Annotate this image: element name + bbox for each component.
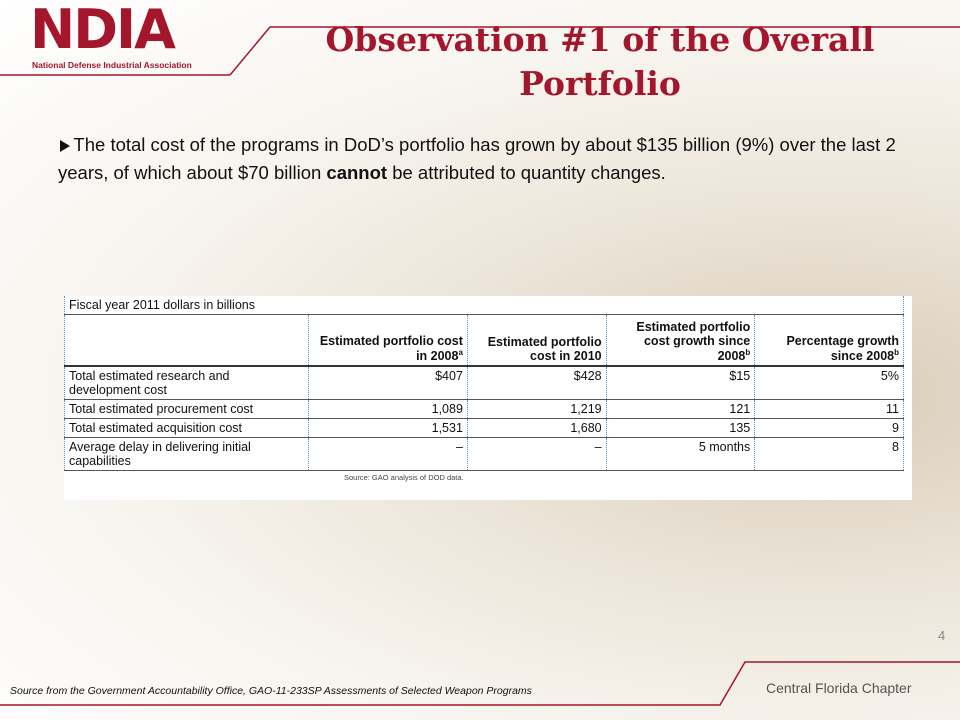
- header-cell: Estimated portfolio cost in 2008a: [308, 314, 468, 367]
- logo-name: National Defense Industrial Association: [32, 60, 192, 70]
- cell: 135: [605, 418, 756, 438]
- cell: 9: [754, 418, 904, 438]
- header-text: Estimated portfolio cost in 2010: [487, 335, 602, 363]
- cell: 11: [754, 399, 904, 419]
- chapter: Central Florida Chapter: [766, 680, 912, 696]
- table-row: Total estimated procurement cost 1,089 1,2…: [63, 399, 904, 419]
- text: The total cost of the programs in DoD’s …: [58, 134, 896, 183]
- cell: –: [466, 437, 607, 471]
- page-number: 4: [938, 628, 946, 643]
- cell: 121: [605, 399, 756, 419]
- logo-mark: NDIA: [30, 0, 176, 61]
- cell: 8: [754, 437, 904, 471]
- cell: $407: [308, 366, 468, 400]
- header-cell: [63, 314, 310, 367]
- cell: Total estimated acquisition cost: [63, 418, 310, 438]
- table-row: Total estimated research and development…: [63, 366, 904, 400]
- cell: Total estimated research and development…: [63, 366, 310, 400]
- cell: 5 months: [605, 437, 756, 471]
- footnote-mark: a: [458, 347, 463, 357]
- emphasis: cannot: [326, 162, 388, 183]
- text: be attributed to quantity changes.: [387, 162, 666, 183]
- header-text: Percentage growth since 2008: [786, 333, 899, 363]
- cell: Total estimated procurement cost: [63, 399, 310, 419]
- slide-title: Observation #1 of the Overall Portfolio: [325, 20, 875, 103]
- header-text: Estimated portfolio cost growth since 20…: [636, 319, 751, 363]
- table-source: Source: GAO analysis of DOD data.: [344, 473, 464, 482]
- header-cell: Estimated portfolio cost growth since 20…: [605, 314, 756, 367]
- table-row: Total estimated acquisition cost 1,531 1,6…: [63, 418, 904, 438]
- header-cell: Percentage growth since 2008b: [754, 314, 904, 367]
- footnote-mark: b: [745, 347, 751, 357]
- cell: $428: [466, 366, 607, 400]
- footnote-mark: b: [894, 347, 899, 357]
- cell: 1,680: [466, 418, 607, 438]
- table-image: Fiscal year 2011 dollars in billions Est…: [63, 296, 912, 500]
- cell: 1,531: [308, 418, 468, 438]
- cell: Average delay in delivering initial capa…: [63, 437, 310, 471]
- cell: $15: [605, 366, 756, 400]
- header-cell: Estimated portfolio cost in 2010: [466, 314, 607, 367]
- bullet: The total cost of the programs in DoD’s …: [58, 131, 913, 187]
- cell: 5%: [754, 366, 904, 400]
- table: Fiscal year 2011 dollars in billions Est…: [63, 296, 904, 471]
- cell: –: [308, 437, 468, 471]
- table-row: Average delay in delivering initial capa…: [63, 437, 904, 471]
- footer-source: Source from the Government Accountabilit…: [10, 685, 532, 697]
- cell: 1,089: [308, 399, 468, 419]
- caption: Fiscal year 2011 dollars in billions: [64, 296, 904, 315]
- header-text: Estimated portfolio cost in 2008: [319, 333, 463, 363]
- cell: 1,219: [466, 399, 607, 419]
